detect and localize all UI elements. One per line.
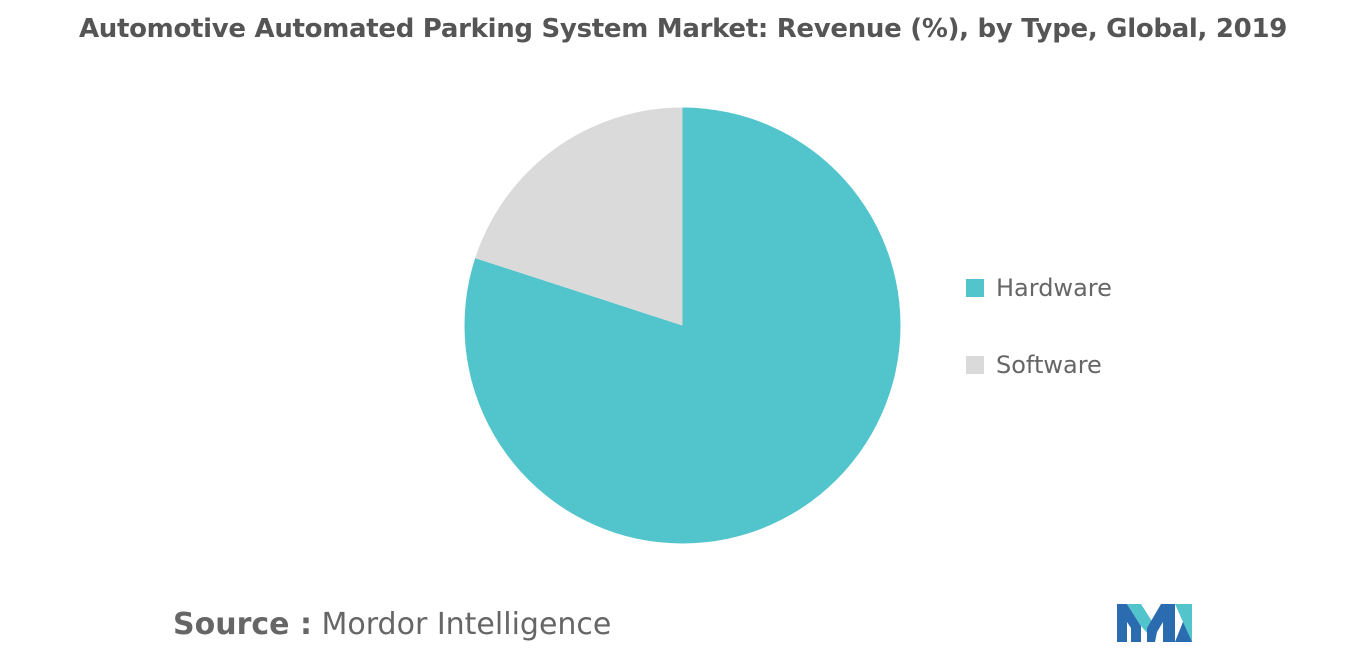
- mordor-intelligence-logo-icon: [1117, 602, 1192, 642]
- source-label: Source :: [173, 607, 312, 642]
- source-note: Source : Mordor Intelligence: [173, 607, 611, 642]
- pie-chart: [460, 103, 905, 548]
- chart-legend: Hardware Software: [966, 270, 1112, 424]
- source-text: Mordor Intelligence: [321, 607, 612, 642]
- legend-swatch-hardware: [966, 279, 984, 297]
- legend-swatch-software: [966, 356, 984, 374]
- legend-item-hardware: Hardware: [966, 270, 1112, 306]
- pie-chart-svg: [464, 107, 901, 544]
- chart-title: Automotive Automated Parking System Mark…: [78, 14, 1288, 44]
- legend-label-hardware: Hardware: [996, 274, 1112, 302]
- pie-slice-software: [475, 107, 683, 326]
- legend-label-software: Software: [996, 351, 1102, 379]
- legend-item-software: Software: [966, 347, 1112, 383]
